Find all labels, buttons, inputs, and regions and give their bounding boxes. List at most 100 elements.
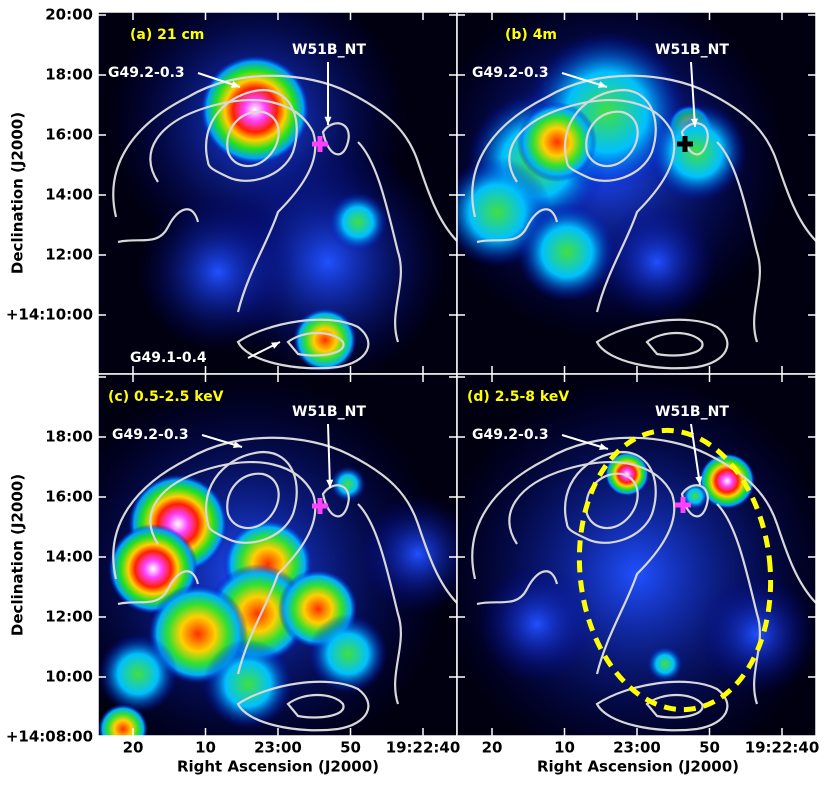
x-tick-label: 23:00 bbox=[254, 739, 302, 757]
contour bbox=[286, 694, 345, 719]
arrow-head bbox=[598, 81, 607, 88]
y-tick-label: 18:00 bbox=[45, 428, 93, 446]
contour bbox=[645, 332, 704, 357]
y-axis-label: Declination (J2000) bbox=[9, 474, 27, 636]
arrow bbox=[327, 423, 331, 489]
emission bbox=[647, 646, 683, 682]
arrow bbox=[690, 423, 701, 486]
contour bbox=[205, 450, 298, 544]
x-tick-label: 10 bbox=[554, 739, 575, 757]
arrow-head bbox=[326, 479, 334, 488]
emission bbox=[138, 192, 298, 352]
y-tick-label: +14:08:00 bbox=[6, 728, 93, 746]
x-tick-label: 50 bbox=[699, 739, 720, 757]
annotation: W51B_NT bbox=[292, 42, 366, 58]
emission bbox=[699, 453, 755, 509]
marker bbox=[677, 136, 693, 152]
contour bbox=[205, 88, 298, 182]
contour bbox=[508, 99, 676, 313]
contour bbox=[680, 122, 709, 156]
annotation: G49.2-0.3 bbox=[472, 65, 549, 81]
contour bbox=[321, 484, 350, 518]
x-tick-label: 19:22:40 bbox=[745, 739, 820, 757]
marker bbox=[675, 497, 691, 513]
x-tick-label: 20 bbox=[482, 739, 503, 757]
contour bbox=[321, 122, 350, 156]
contour bbox=[117, 208, 200, 244]
arrow-head bbox=[690, 118, 698, 127]
y-tick-label: 12:00 bbox=[45, 246, 93, 264]
annotation: G49.2-0.3 bbox=[108, 65, 185, 81]
x-tick-label: 20 bbox=[123, 739, 144, 757]
contour bbox=[564, 88, 657, 182]
panel: (a) 21 cm G49.2-0.3 W51B_NT G49.1-0.4 bbox=[97, 11, 458, 375]
contour bbox=[595, 680, 729, 732]
contour bbox=[357, 141, 402, 343]
contour bbox=[236, 318, 370, 370]
x-axis-label: Right Ascension (J2000) bbox=[177, 758, 379, 776]
y-tick-label: 14:00 bbox=[45, 186, 93, 204]
panel-label: (b) 4m bbox=[505, 27, 557, 43]
contour bbox=[508, 461, 676, 675]
annotation: W51B_NT bbox=[655, 404, 729, 420]
arrow-head bbox=[599, 443, 608, 450]
arrow-head bbox=[695, 476, 703, 485]
y-tick-label: 18:00 bbox=[45, 66, 93, 84]
panel-label: (a) 21 cm bbox=[130, 27, 204, 43]
emission bbox=[517, 202, 617, 302]
annotation: W51B_NT bbox=[292, 404, 366, 420]
y-tick-label: 10:00 bbox=[45, 668, 93, 686]
y-tick-label: 12:00 bbox=[45, 608, 93, 626]
emission bbox=[517, 102, 597, 182]
emission bbox=[697, 574, 816, 694]
emission bbox=[98, 634, 178, 714]
arrow-head bbox=[271, 342, 280, 349]
emission bbox=[308, 614, 388, 694]
y-tick-label: 16:00 bbox=[45, 488, 93, 506]
x-axis-label: Right Ascension (J2000) bbox=[537, 758, 739, 776]
x-tick-label: 23:00 bbox=[613, 739, 661, 757]
emission bbox=[358, 494, 457, 614]
region bbox=[576, 427, 774, 713]
contour bbox=[286, 332, 345, 357]
annotation: G49.2-0.3 bbox=[112, 427, 189, 443]
contour bbox=[564, 450, 657, 544]
y-axis-label: Declination (J2000) bbox=[9, 112, 27, 274]
contour bbox=[117, 570, 200, 606]
arrow-head bbox=[233, 441, 242, 448]
x-tick-label: 50 bbox=[340, 739, 361, 757]
contour bbox=[585, 110, 639, 168]
panel: (c) 0.5-2.5 keV G49.2-0.3 W51B_NT bbox=[97, 373, 458, 737]
arrow-head bbox=[324, 116, 332, 125]
contour bbox=[471, 436, 816, 605]
image bbox=[98, 12, 457, 374]
emission bbox=[203, 639, 293, 729]
annotation: G49.1-0.4 bbox=[130, 350, 207, 366]
image bbox=[457, 12, 816, 374]
contour bbox=[595, 318, 729, 370]
x-tick-label: 10 bbox=[195, 739, 216, 757]
annotation: G49.2-0.3 bbox=[472, 427, 549, 443]
contour bbox=[716, 141, 761, 343]
y-tick-label: 20:00 bbox=[45, 6, 93, 24]
arrow-head bbox=[231, 81, 240, 88]
contour bbox=[236, 680, 370, 732]
image bbox=[98, 374, 457, 736]
x-tick-label: 19:22:40 bbox=[386, 739, 461, 757]
contour bbox=[226, 110, 280, 168]
panel-label: (d) 2.5-8 keV bbox=[467, 389, 569, 405]
annotation: W51B_NT bbox=[655, 42, 729, 58]
arrow bbox=[690, 61, 696, 128]
marker bbox=[312, 498, 328, 514]
emission bbox=[477, 564, 597, 684]
y-tick-label: 14:00 bbox=[45, 548, 93, 566]
y-tick-label: 16:00 bbox=[45, 126, 93, 144]
contour bbox=[226, 472, 280, 530]
emission bbox=[328, 192, 388, 252]
panel-label: (c) 0.5-2.5 keV bbox=[108, 389, 224, 405]
emission bbox=[293, 308, 357, 372]
contour bbox=[680, 484, 709, 518]
contour bbox=[149, 99, 317, 313]
emission bbox=[330, 466, 366, 502]
